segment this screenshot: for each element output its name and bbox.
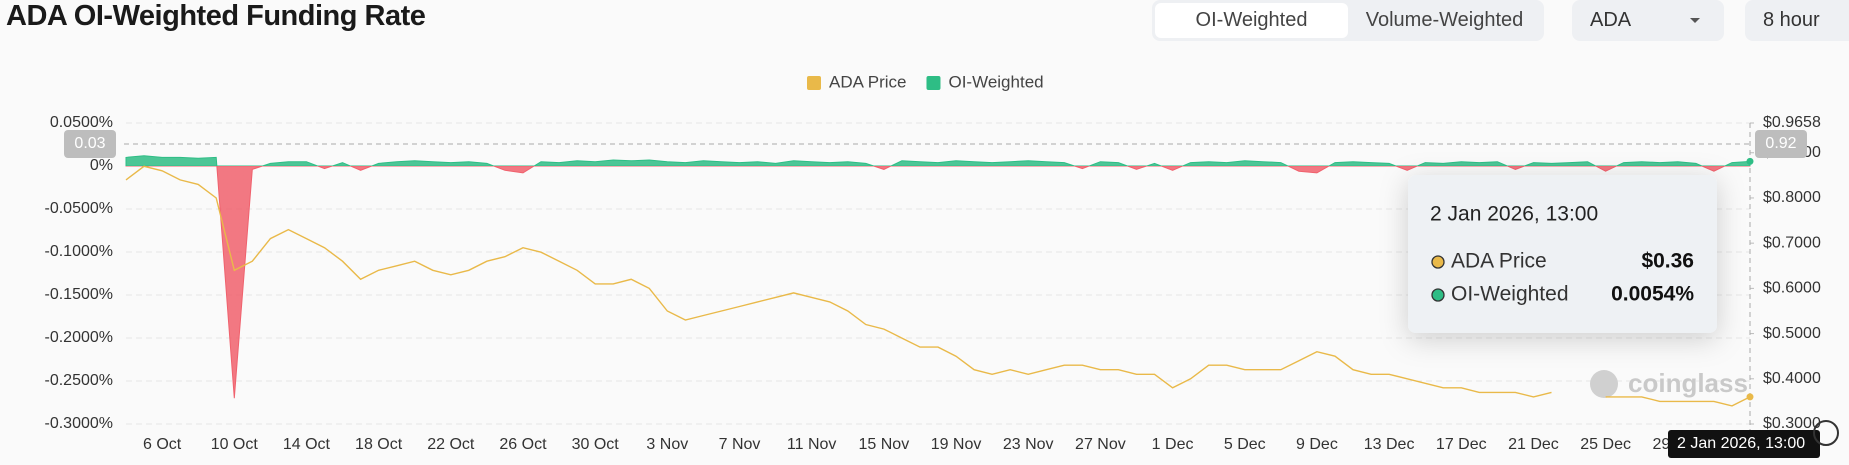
x-tick-label: 3 Nov (646, 436, 688, 453)
y2-tick-label: $0.7000 (1763, 234, 1821, 251)
x-tick-label: 10 Oct (211, 436, 259, 453)
y-tick-label: -0.1500% (45, 286, 114, 303)
x-tick-label: 11 Nov (787, 436, 837, 453)
x-tick-label: 19 Nov (931, 436, 982, 453)
tab[interactable]: Volume-Weighted (1365, 9, 1524, 31)
y-tick-label: 0% (90, 157, 113, 174)
tooltip-title: 2 Jan 2026, 13:00 (1430, 203, 1598, 226)
x-tick-label: 6 Oct (143, 436, 182, 453)
crosshair-x-label: 2 Jan 2026, 13:00 (1677, 435, 1805, 452)
y2-tick-label: $0.9658 (1763, 114, 1821, 131)
legend-swatch (926, 76, 941, 90)
funding-area (125, 155, 1751, 399)
crosshair-badge (1755, 130, 1807, 158)
legend-label: OI-Weighted (948, 72, 1043, 91)
x-tick-label: 14 Oct (283, 436, 331, 453)
x-tick-label: 18 Oct (355, 436, 403, 453)
help-icon (1813, 420, 1839, 446)
interval-dropdown[interactable]: 8 hour (1745, 0, 1849, 41)
crosshair-x-badge (1668, 430, 1820, 458)
crosshair-y-label: 0.03 (74, 135, 105, 152)
x-tick-label: 5 Dec (1224, 436, 1266, 453)
legend-swatch (807, 76, 821, 90)
dropdown-value: ADA (1590, 9, 1632, 31)
dropdown-arrow (1690, 18, 1700, 23)
y2-tick-label: $0.3000 (1763, 415, 1821, 432)
tooltip-box (1408, 175, 1717, 333)
x-tick-label: 17 Dec (1436, 436, 1487, 453)
x-tick-label: 30 Oct (572, 436, 620, 453)
y-tick-label: -0.3000% (45, 415, 114, 432)
tooltip-dot (1431, 255, 1445, 269)
y-tick-label: -0.2000% (45, 329, 114, 346)
x-tick-label: 25 Dec (1580, 436, 1631, 453)
tooltip-value: $0.36 (1641, 250, 1694, 273)
watermark-logo (1590, 370, 1618, 398)
y2-tick-label: $0.8000 (1763, 189, 1821, 206)
page-title: ADA OI-Weighted Funding Rate (6, 0, 426, 32)
x-tick-label: 13 Dec (1364, 436, 1415, 453)
tooltip: 2 Jan 2026, 13:00 ADA Price $0.36 OI-Weight… (1408, 175, 1717, 333)
y2-tick-label: $0.4000 (1763, 370, 1821, 387)
x-tick-label: 27 Nov (1075, 436, 1126, 453)
y2-tick-label: $0.6000 (1763, 280, 1821, 297)
hover-dot (1746, 157, 1754, 165)
y-tick-label: -0.2500% (45, 372, 114, 389)
y-tick-label: -0.0500% (45, 200, 114, 217)
watermark: coinglass (1628, 368, 1748, 398)
tab-group: OI-Weighted Volume-Weighted (1152, 0, 1544, 41)
x-tick-label: 7 Nov (719, 436, 761, 453)
x-tick-label: 9 Dec (1296, 436, 1338, 453)
tab[interactable]: OI-Weighted (1155, 3, 1348, 38)
tooltip-dot (1431, 288, 1445, 302)
x-tick-label: 22 Oct (427, 436, 475, 453)
x-tick-label: 15 Nov (859, 436, 910, 453)
tooltip-name: OI-Weighted (1451, 283, 1569, 306)
x-tick-label: 23 Nov (1003, 436, 1054, 453)
crosshair-y2-label: 0.92 (1765, 135, 1796, 152)
x-tick-label: 1 Dec (1152, 436, 1194, 453)
y2-tick-label: $0.5000 (1763, 325, 1821, 342)
price-line (125, 165, 1751, 407)
x-tick-label: 26 Oct (499, 436, 547, 453)
dropdown-value: 8 hour (1763, 9, 1820, 31)
hover-dot (1746, 393, 1754, 401)
tooltip-value: 0.0054% (1611, 283, 1694, 306)
tooltip-name: ADA Price (1451, 250, 1547, 273)
x-tick-label: 21 Dec (1508, 436, 1559, 453)
crosshair-badge (64, 130, 116, 158)
coin-dropdown[interactable]: ADA (1572, 0, 1724, 41)
legend-label: ADA Price (829, 72, 906, 91)
y-tick-label: 0.0500% (50, 114, 113, 131)
y-tick-label: -0.1000% (45, 243, 114, 260)
